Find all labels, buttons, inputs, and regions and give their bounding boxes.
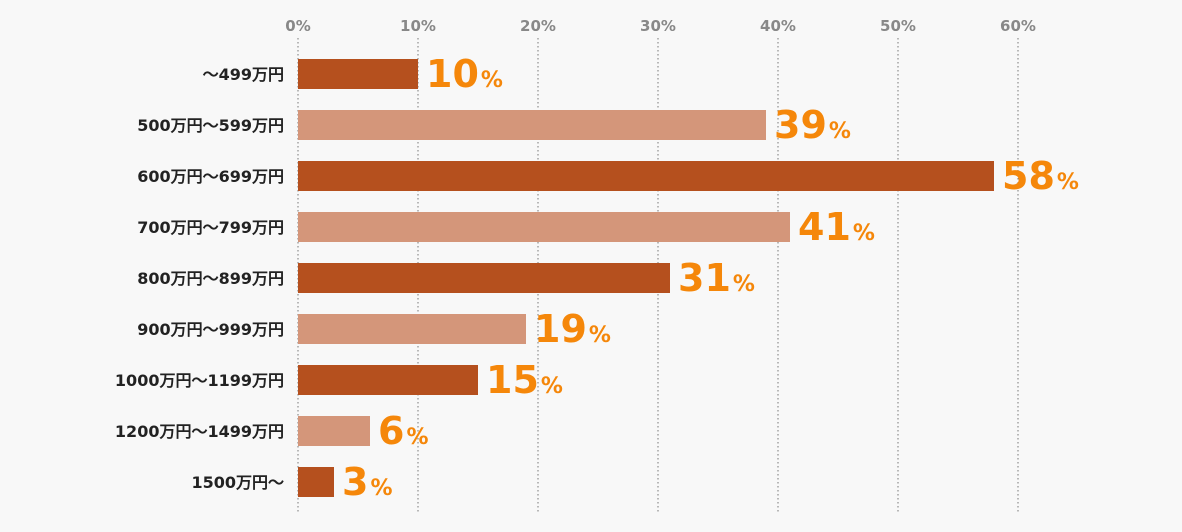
x-tick-label: 40% xyxy=(760,17,796,35)
value-label: 15% xyxy=(486,358,563,402)
bar xyxy=(298,263,670,293)
category-label: 700万円〜799万円 xyxy=(137,218,284,237)
x-tick-label: 0% xyxy=(285,17,310,35)
value-label: 6% xyxy=(378,409,429,453)
x-tick-label: 20% xyxy=(520,17,556,35)
bar xyxy=(298,212,790,242)
bar xyxy=(298,314,526,344)
bars xyxy=(298,59,994,497)
value-labels: 10%39%58%41%31%19%15%6%3% xyxy=(342,52,1079,504)
x-axis-ticks: 0% 10% 20% 30% 40% 50% 60% xyxy=(285,17,1036,35)
bar xyxy=(298,467,334,497)
value-percent-sign: % xyxy=(406,425,428,450)
value-number: 58 xyxy=(1002,154,1055,198)
value-number: 39 xyxy=(774,103,827,147)
value-label: 41% xyxy=(798,205,875,249)
value-number: 3 xyxy=(342,460,368,504)
value-number: 10 xyxy=(426,52,479,96)
category-label: 500万円〜599万円 xyxy=(137,116,284,135)
value-percent-sign: % xyxy=(733,272,755,297)
value-percent-sign: % xyxy=(1057,170,1079,195)
category-label: 600万円〜699万円 xyxy=(137,167,284,186)
value-percent-sign: % xyxy=(541,374,563,399)
bar xyxy=(298,161,994,191)
category-label: 900万円〜999万円 xyxy=(137,320,284,339)
bar xyxy=(298,59,418,89)
value-label: 39% xyxy=(774,103,851,147)
category-label: 1200万円〜1499万円 xyxy=(115,422,284,441)
value-percent-sign: % xyxy=(829,119,851,144)
category-labels: 〜499万円 500万円〜599万円 600万円〜699万円 700万円〜799万円 8… xyxy=(115,65,284,492)
value-label: 31% xyxy=(678,256,755,300)
value-label: 3% xyxy=(342,460,393,504)
value-percent-sign: % xyxy=(853,221,875,246)
x-tick-label: 10% xyxy=(400,17,436,35)
value-percent-sign: % xyxy=(589,323,611,348)
value-number: 6 xyxy=(378,409,404,453)
category-label: 1000万円〜1199万円 xyxy=(115,371,284,390)
value-number: 15 xyxy=(486,358,539,402)
x-tick-label: 30% xyxy=(640,17,676,35)
bar xyxy=(298,416,370,446)
x-tick-label: 50% xyxy=(880,17,916,35)
value-label: 58% xyxy=(1002,154,1079,198)
category-label: 1500万円〜 xyxy=(191,473,284,492)
category-label: 〜499万円 xyxy=(203,65,284,84)
value-percent-sign: % xyxy=(370,476,392,501)
value-label: 10% xyxy=(426,52,503,96)
value-label: 19% xyxy=(534,307,611,351)
bar xyxy=(298,365,478,395)
value-number: 31 xyxy=(678,256,731,300)
bar xyxy=(298,110,766,140)
value-percent-sign: % xyxy=(481,68,503,93)
value-number: 19 xyxy=(534,307,587,351)
value-number: 41 xyxy=(798,205,851,249)
x-tick-label: 60% xyxy=(1000,17,1036,35)
category-label: 800万円〜899万円 xyxy=(137,269,284,288)
